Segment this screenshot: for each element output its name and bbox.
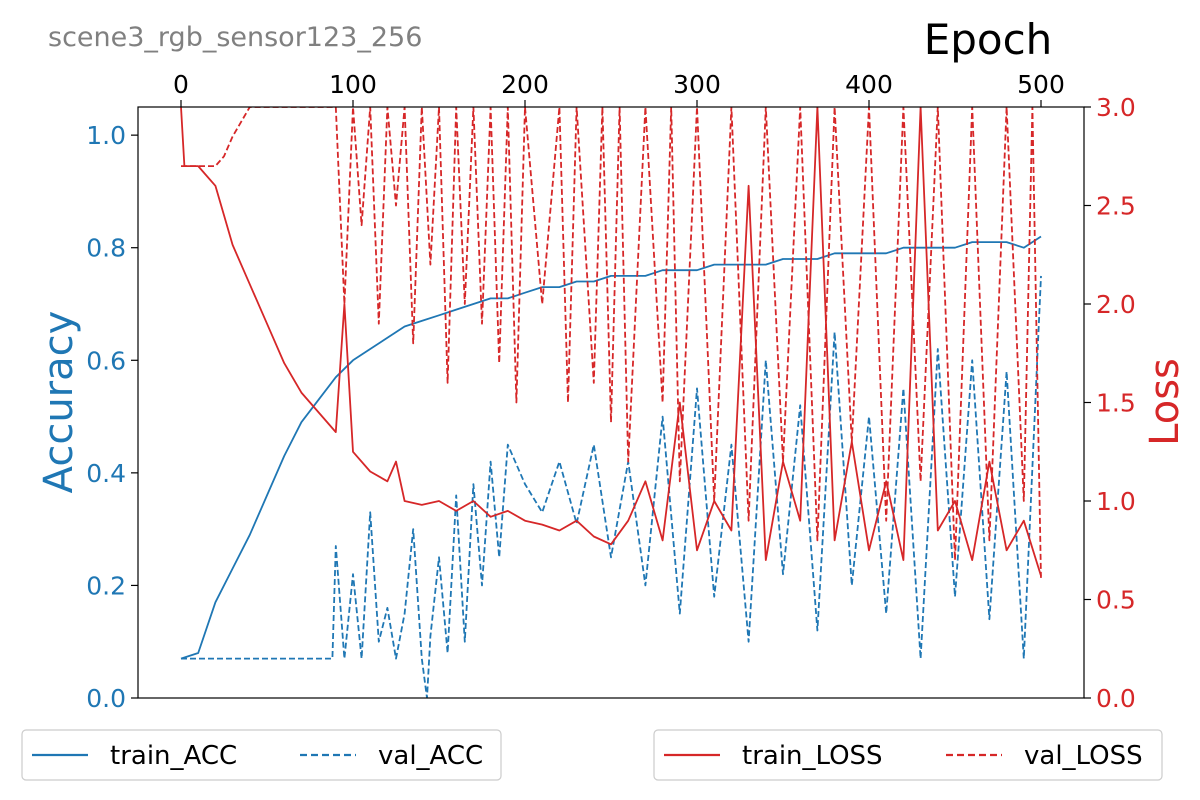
legend-right: train_LOSS val_LOSS bbox=[653, 729, 1163, 781]
y-right-tick-label: 0.5 bbox=[1096, 586, 1136, 615]
y-right-tick-label: 1.0 bbox=[1096, 487, 1136, 516]
y-left-tick-label: 0.6 bbox=[86, 346, 126, 375]
y-left-tick-label: 1.0 bbox=[86, 121, 126, 150]
y-right-tick-label: 2.0 bbox=[1096, 290, 1136, 319]
x-tick-label: 0 bbox=[173, 70, 189, 99]
y-left-tick-label: 0.8 bbox=[86, 234, 126, 263]
y-right-tick-label: 1.5 bbox=[1096, 389, 1136, 418]
y-right-tick-label: 2.5 bbox=[1096, 192, 1136, 221]
y-axis-right-label: Loss bbox=[1142, 358, 1188, 446]
legend-train-loss-label: train_LOSS bbox=[742, 741, 883, 771]
x-tick-label: 100 bbox=[329, 70, 377, 99]
y-right-ticks: 0.0 0.5 1.0 1.5 2.0 2.5 3.0 bbox=[1084, 93, 1136, 713]
y-axis-left-label: Accuracy bbox=[36, 311, 82, 494]
legend-left-box bbox=[21, 729, 502, 781]
series-train-acc-line bbox=[180, 235, 1042, 660]
x-ticks: 0 100 200 300 400 500 bbox=[173, 70, 1065, 107]
legend-val-acc-label: val_ACC bbox=[378, 741, 483, 771]
legend-val-loss-label: val_LOSS bbox=[1024, 741, 1143, 771]
x-tick-label: 400 bbox=[845, 70, 893, 99]
y-left-tick-label: 0.2 bbox=[86, 571, 126, 600]
chart-title: scene3_rgb_sensor123_256 bbox=[48, 22, 422, 53]
legend-right-box bbox=[653, 729, 1163, 781]
series-train-loss-line bbox=[180, 107, 1042, 577]
y-left-tick-label: 0.0 bbox=[86, 684, 126, 713]
x-tick-label: 500 bbox=[1017, 70, 1065, 99]
x-axis-label: Epoch bbox=[924, 15, 1053, 64]
y-right-tick-label: 0.0 bbox=[1096, 684, 1136, 713]
y-left-ticks: 0.0 0.2 0.4 0.6 0.8 1.0 bbox=[86, 121, 138, 713]
x-tick-label: 300 bbox=[673, 70, 721, 99]
series-val-acc-line bbox=[181, 275, 1042, 698]
x-tick-label: 200 bbox=[501, 70, 549, 99]
legend-train-acc-label: train_ACC bbox=[110, 741, 237, 771]
series-layer bbox=[180, 107, 1042, 698]
y-right-tick-label: 3.0 bbox=[1096, 93, 1136, 122]
series-val-loss-line bbox=[181, 107, 1042, 580]
y-left-tick-label: 0.4 bbox=[86, 459, 126, 488]
legend-left: train_ACC val_ACC bbox=[21, 729, 502, 781]
